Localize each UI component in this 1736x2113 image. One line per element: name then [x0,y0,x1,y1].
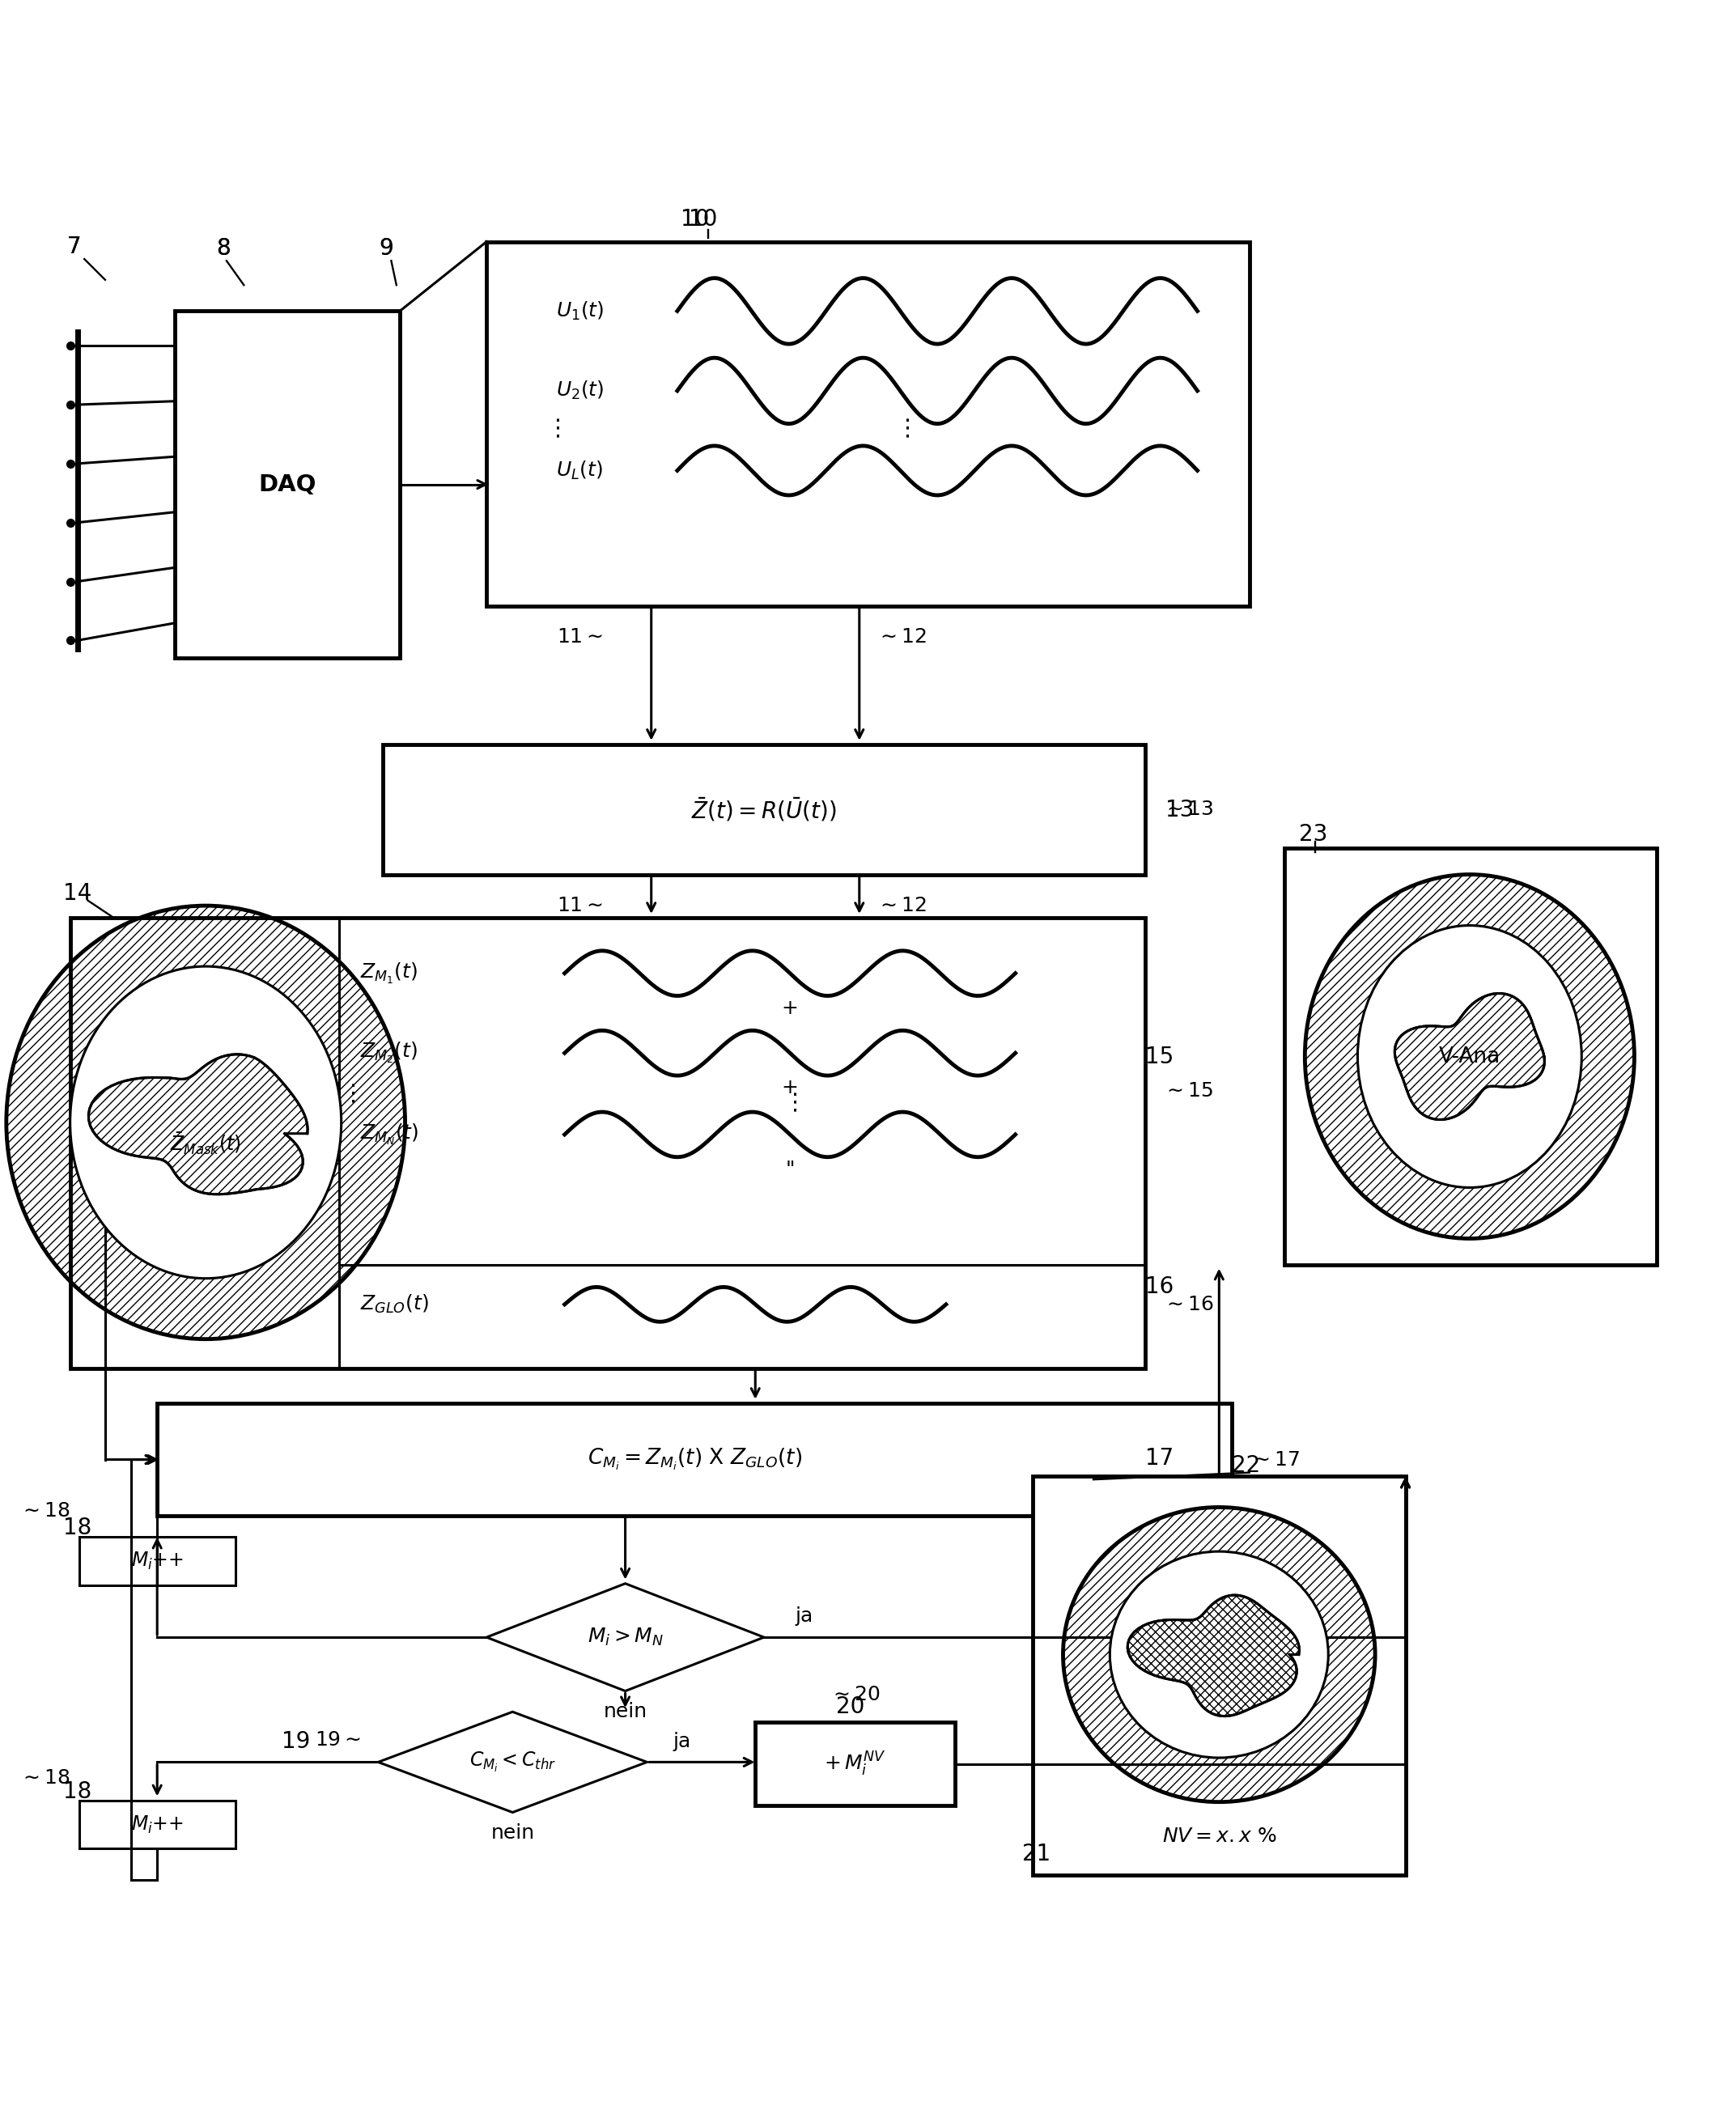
Text: ja: ja [795,1606,812,1627]
Text: $U_1(t)$: $U_1(t)$ [556,300,604,321]
Text: $\sim13$: $\sim13$ [1163,799,1213,820]
Bar [486,241,1250,606]
Text: DAQ: DAQ [259,473,316,497]
Text: $Z_{M_2}(t)$: $Z_{M_2}(t)$ [359,1042,417,1065]
Text: $11\sim$: $11\sim$ [557,628,602,647]
Text: $Z_{M_N}(t)$: $Z_{M_N}(t)$ [359,1122,418,1147]
Text: $C_{M_i} < C_{thr}$: $C_{M_i} < C_{thr}$ [469,1750,556,1775]
Text: $\sim12$: $\sim12$ [877,896,927,915]
Text: $NV=x.x\ \%$: $NV=x.x\ \%$ [1161,1828,1276,1847]
Text: 9: 9 [378,237,392,260]
Bar [175,311,399,657]
Text: 7: 7 [66,235,82,258]
Bar [71,917,1146,1369]
Text: 13: 13 [1167,799,1194,822]
Text: $\sim12$: $\sim12$ [877,628,927,647]
Text: $\vdots$: $\vdots$ [545,418,559,440]
Text: 8: 8 [215,237,231,260]
Text: V-Ana: V-Ana [1439,1046,1500,1067]
Bar [1285,849,1656,1264]
Text: $Z_{M_1}(t)$: $Z_{M_1}(t)$ [359,961,417,985]
Text: 15: 15 [1146,1046,1174,1067]
Text: 14: 14 [62,883,92,904]
Text: $\sim16$: $\sim16$ [1163,1295,1213,1314]
Text: $Z_{GLO}(t)$: $Z_{GLO}(t)$ [359,1293,429,1316]
Text: ja: ja [674,1731,691,1752]
Bar [80,1800,234,1849]
Ellipse shape [1358,925,1581,1188]
Text: $\sim20$: $\sim20$ [830,1684,880,1705]
Text: 17: 17 [1146,1447,1174,1471]
Text: $C_{M_i} = Z_{M_i}(t)\ \mathsf{X}\ Z_{GLO}(t)$: $C_{M_i} = Z_{M_i}(t)\ \mathsf{X}\ Z_{GL… [587,1447,802,1473]
Text: $\sim15$: $\sim15$ [1163,1082,1213,1101]
Text: $11\sim$: $11\sim$ [557,896,602,915]
Text: 23: 23 [1299,824,1328,845]
Text: nein: nein [604,1703,648,1722]
Text: 18: 18 [62,1781,92,1802]
Text: $19\sim$: $19\sim$ [314,1731,361,1750]
Bar [382,744,1146,875]
Text: $\vdots$: $\vdots$ [340,1084,356,1105]
Text: $\sim18$: $\sim18$ [19,1500,71,1521]
Text: $\sim17$: $\sim17$ [1250,1450,1300,1469]
Text: $U_2(t)$: $U_2(t)$ [556,380,604,401]
Text: 10: 10 [681,207,708,230]
Text: $+\, M_i^{NV}$: $+\, M_i^{NV}$ [825,1750,885,1777]
Polygon shape [486,1583,764,1690]
Bar [158,1403,1233,1515]
Text: 9: 9 [378,237,392,260]
Text: ": " [785,1160,795,1179]
Text: $M_i$++: $M_i$++ [130,1813,184,1834]
Text: 16: 16 [1146,1276,1174,1297]
Text: $\vdots$: $\vdots$ [896,418,910,440]
Text: 21: 21 [1023,1843,1050,1866]
Text: $\bar{Z}(t)=R(\bar{U}(t))$: $\bar{Z}(t)=R(\bar{U}(t))$ [691,797,837,824]
Text: $U_L(t)$: $U_L(t)$ [556,459,602,482]
Bar [755,1722,955,1805]
Text: +: + [781,1078,799,1097]
Polygon shape [378,1712,648,1813]
Text: $M_i > M_N$: $M_i > M_N$ [587,1627,663,1648]
Text: +: + [781,997,799,1018]
Text: 19: 19 [281,1731,311,1752]
Ellipse shape [1109,1551,1328,1758]
Text: 7: 7 [66,235,82,258]
Text: 18: 18 [62,1517,92,1540]
Text: $M_i$++: $M_i$++ [130,1551,184,1572]
Text: nein: nein [491,1824,535,1843]
Text: 22: 22 [1233,1454,1260,1477]
Text: 8: 8 [215,237,231,260]
Text: 20: 20 [837,1695,865,1718]
Bar [80,1536,234,1585]
Ellipse shape [69,966,342,1278]
Text: $\bar{Z}_{Mask}(t)$: $\bar{Z}_{Mask}(t)$ [170,1130,241,1156]
Text: 10: 10 [689,207,717,230]
Bar [1033,1477,1406,1874]
Text: $\vdots$: $\vdots$ [783,1092,797,1116]
Text: $\sim18$: $\sim18$ [19,1769,71,1788]
